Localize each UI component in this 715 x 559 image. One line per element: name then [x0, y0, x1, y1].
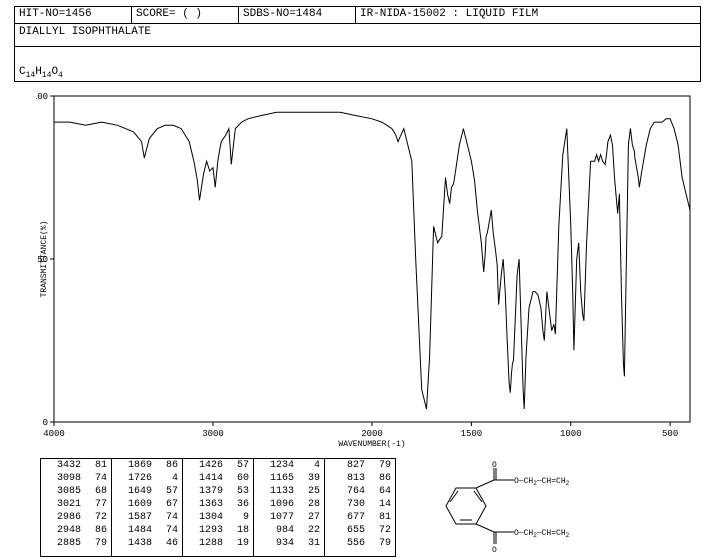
peak-cell: 309874: [41, 472, 111, 485]
peak-cell: 343281: [41, 459, 111, 472]
bottom-area: 3432813098743085683021772986722948862885…: [40, 458, 701, 557]
peak-cell: 158774: [112, 511, 182, 524]
peak-cell: 109628: [254, 498, 324, 511]
hit-no: HIT-NO=1456: [15, 7, 132, 23]
peak-column: 1426571414601379531363361304912931812881…: [183, 459, 254, 556]
peak-cell: 81386: [325, 472, 395, 485]
svg-text:1500: 1500: [461, 429, 483, 439]
peak-cell: 82779: [325, 459, 395, 472]
svg-text:TRANSMITTANCE(%): TRANSMITTANCE(%): [40, 221, 49, 298]
peak-cell: 186986: [112, 459, 182, 472]
peak-cell: 67781: [325, 511, 395, 524]
peak-table: 3432813098743085683021772986722948862885…: [40, 458, 396, 557]
peak-cell: 128819: [183, 537, 253, 550]
peak-cell: 13049: [183, 511, 253, 524]
peak-column: 3432813098743085683021772986722948862885…: [41, 459, 112, 556]
peak-cell: 129318: [183, 524, 253, 537]
formula-14b: 14: [42, 71, 52, 80]
molecular-structure: O O O—CH2—CH=CH2 O—CH2—CH=CH2: [416, 458, 701, 557]
peak-cell: 12344: [254, 459, 324, 472]
peak-cell: 107727: [254, 511, 324, 524]
peak-cell: 294886: [41, 524, 111, 537]
score: SCORE= ( ): [132, 7, 239, 23]
formula-14a: 14: [26, 71, 36, 80]
peak-cell: 113325: [254, 485, 324, 498]
svg-text:500: 500: [662, 429, 678, 439]
header-row: HIT-NO=1456 SCORE= ( ) SDBS-NO=1484 IR-N…: [14, 6, 701, 24]
peak-cell: 308568: [41, 485, 111, 498]
peak-cell: 116539: [254, 472, 324, 485]
peak-cell: 142657: [183, 459, 253, 472]
peak-cell: 65572: [325, 524, 395, 537]
o-label-1: O: [492, 461, 497, 470]
blank-row: [14, 47, 701, 65]
sdbs-no: SDBS-NO=1484: [239, 7, 356, 23]
svg-text:100: 100: [36, 92, 48, 102]
peak-cell: 298672: [41, 511, 111, 524]
svg-text:2000: 2000: [361, 429, 383, 439]
o-label-2: O: [492, 546, 497, 553]
peak-column: 82779813867646473014677816557255679: [325, 459, 395, 556]
svg-text:3000: 3000: [202, 429, 224, 439]
peak-cell: 73014: [325, 498, 395, 511]
formula-c: C: [19, 66, 26, 78]
molecular-formula: C14H14O4: [14, 65, 701, 82]
peak-cell: 148474: [112, 524, 182, 537]
peak-cell: 93431: [254, 537, 324, 550]
peak-cell: 76464: [325, 485, 395, 498]
peak-cell: 160967: [112, 498, 182, 511]
svg-text:WAVENUMBER(-1): WAVENUMBER(-1): [338, 440, 405, 448]
compound-name: DIALLYL ISOPHTHALATE: [14, 24, 701, 47]
peak-cell: 164957: [112, 485, 182, 498]
svg-text:4000: 4000: [43, 429, 65, 439]
peak-cell: 55679: [325, 537, 395, 550]
peak-column: 123441165391133251096281077279842293431: [254, 459, 325, 556]
frag-bot: O—CH2—CH=CH2: [514, 529, 570, 539]
formula-h: H: [35, 66, 42, 78]
svg-text:1000: 1000: [560, 429, 582, 439]
peak-cell: 302177: [41, 498, 111, 511]
peak-cell: 141460: [183, 472, 253, 485]
frag-top: O—CH2—CH=CH2: [514, 477, 570, 487]
ir-nida: IR-NIDA-15002 : LIQUID FILM: [356, 7, 700, 23]
ir-spectrum-chart: 05010040003000200015001000500WAVENUMBER(…: [36, 90, 700, 448]
structure-svg: O O O—CH2—CH=CH2 O—CH2—CH=CH2: [416, 458, 616, 553]
peak-cell: 136336: [183, 498, 253, 511]
peak-cell: 143846: [112, 537, 182, 550]
chart-area: 05010040003000200015001000500WAVENUMBER(…: [36, 90, 701, 452]
formula-4: 4: [58, 71, 63, 80]
peak-cell: 98422: [254, 524, 324, 537]
svg-text:0: 0: [43, 418, 48, 428]
peak-cell: 137953: [183, 485, 253, 498]
peak-cell: 17264: [112, 472, 182, 485]
peak-column: 1869861726416495716096715877414847414384…: [112, 459, 183, 556]
peak-cell: 288579: [41, 537, 111, 550]
